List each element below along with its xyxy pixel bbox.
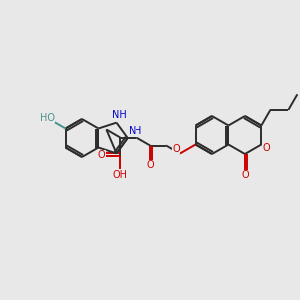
Text: O: O [172, 143, 180, 154]
Text: H: H [134, 127, 141, 136]
Text: O: O [263, 142, 270, 152]
Text: N: N [129, 127, 136, 136]
Text: O: O [241, 170, 249, 180]
Text: O: O [98, 151, 105, 160]
Text: HO: HO [40, 113, 55, 123]
Text: OH: OH [113, 169, 128, 179]
Text: NH: NH [112, 110, 126, 120]
Text: O: O [146, 160, 154, 170]
